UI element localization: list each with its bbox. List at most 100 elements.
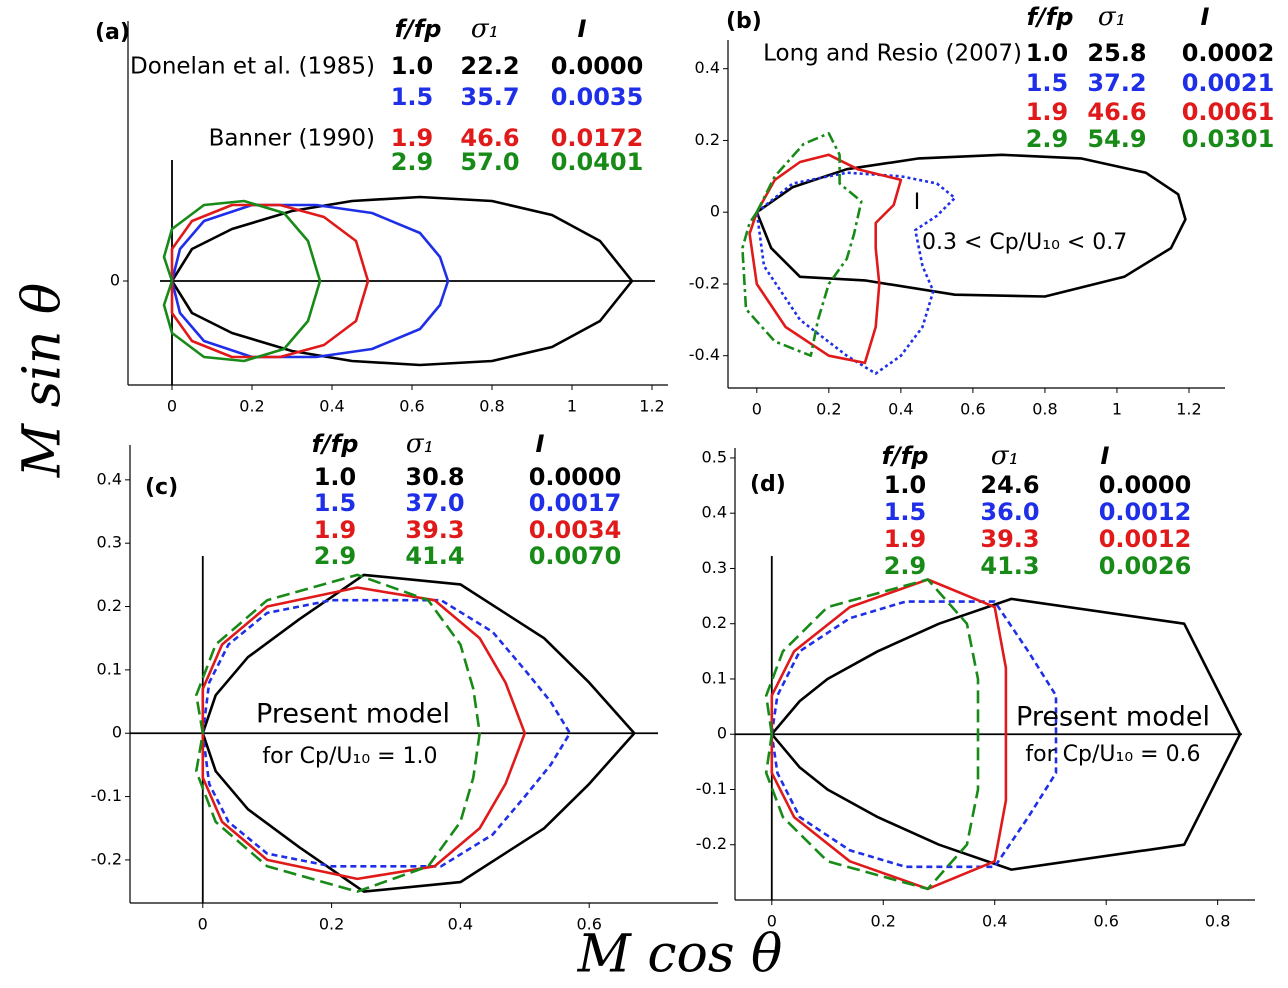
- legend-value: 2.9: [1026, 125, 1069, 153]
- legend-value: 0.0000: [1099, 471, 1192, 499]
- x-tick-label: 0.6: [960, 400, 985, 419]
- x-tick-label: 0.8: [479, 397, 504, 416]
- legend-header: f/fp: [1027, 3, 1074, 31]
- series-line: [770, 578, 1008, 891]
- annotation: I: [914, 190, 921, 215]
- series-line: [748, 153, 903, 365]
- x-tick-label: 0.4: [319, 397, 344, 416]
- y-axis-label: M sin θ: [13, 283, 73, 478]
- legend-value: 0.0021: [1182, 69, 1275, 97]
- series-line: [741, 132, 863, 357]
- series-line: [162, 199, 322, 363]
- y-tick-label: -0.4: [689, 345, 720, 364]
- legend-value: 30.8: [405, 463, 464, 491]
- x-tick-label: 0: [767, 912, 777, 931]
- y-tick-label: -0.1: [696, 779, 727, 798]
- legend-value: 1.5: [391, 83, 434, 111]
- series-line: [770, 597, 1242, 871]
- legend-source: Long and Resio (2007): [763, 41, 1022, 67]
- series-line: [755, 153, 1187, 298]
- y-tick-label: 0: [710, 202, 720, 221]
- panel-label: (c): [145, 475, 178, 500]
- series-line: [201, 586, 527, 881]
- y-tick-label: 0: [717, 724, 727, 743]
- legend-header: f/fp: [312, 430, 359, 458]
- series-line: [170, 195, 634, 367]
- legend-header: I: [578, 15, 587, 43]
- annotation: for Cp/U₁₀ = 1.0: [262, 744, 437, 769]
- legend-header: σ₁: [471, 14, 499, 44]
- x-tick-label: 0.6: [576, 915, 601, 934]
- legend-value: 1.0: [391, 52, 434, 80]
- y-tick-label: 0: [112, 723, 122, 742]
- y-tick-label: -0.2: [91, 849, 122, 868]
- series-line: [764, 578, 980, 891]
- y-tick-label: 0: [110, 271, 120, 290]
- legend-header: f/fp: [395, 15, 442, 43]
- legend-value: 57.0: [460, 148, 519, 176]
- annotation: 0.3 < Cp/U₁₀ < 0.7: [922, 230, 1127, 255]
- legend-value: 0.0401: [551, 148, 644, 176]
- legend-value: 1.9: [884, 525, 927, 553]
- x-tick-label: 0.2: [871, 912, 896, 931]
- legend-value: 1.9: [1026, 98, 1069, 126]
- panel-label: (b): [726, 9, 762, 34]
- legend-value: 2.9: [314, 542, 357, 570]
- legend-value: 1.9: [391, 124, 434, 152]
- y-tick-label: -0.2: [689, 273, 720, 292]
- x-tick-label: 0.4: [982, 912, 1007, 931]
- y-tick-label: 0.2: [702, 613, 727, 632]
- legend-value: 0.0035: [551, 83, 644, 111]
- legend-header: f/fp: [882, 442, 929, 470]
- legend-value: 2.9: [884, 552, 927, 580]
- legend-value: 0.0034: [529, 516, 622, 544]
- y-tick-label: 0.3: [702, 558, 727, 577]
- legend-value: 0.0002: [1182, 39, 1275, 67]
- legend-value: 25.8: [1087, 39, 1146, 67]
- x-tick-label: 0: [167, 397, 177, 416]
- series-line: [170, 203, 450, 359]
- legend-value: 37.0: [405, 489, 464, 517]
- legend-value: 35.7: [460, 83, 519, 111]
- x-tick-label: 1.2: [639, 397, 664, 416]
- y-tick-label: 0.1: [97, 659, 122, 678]
- y-tick-label: 0.1: [702, 668, 727, 687]
- x-tick-label: 0.4: [448, 915, 473, 934]
- series-line: [201, 598, 572, 868]
- x-tick-label: 1.2: [1176, 400, 1201, 419]
- legend-value: 41.4: [405, 542, 464, 570]
- legend-header: I: [1101, 442, 1110, 470]
- legend-value: 0.0070: [529, 542, 622, 570]
- legend-value: 46.6: [1087, 98, 1146, 126]
- legend-value: 1.5: [314, 489, 357, 517]
- y-tick-label: 0.3: [97, 533, 122, 552]
- series-line: [201, 573, 636, 893]
- x-tick-label: 1: [1112, 400, 1122, 419]
- x-axis-label: M cos θ: [577, 925, 783, 985]
- legend-value: 0.0000: [529, 463, 622, 491]
- y-tick-label: -0.2: [696, 834, 727, 853]
- legend-value: 36.0: [980, 498, 1039, 526]
- legend-value: 22.2: [460, 52, 519, 80]
- legend-value: 0.0012: [1099, 525, 1192, 553]
- series-line: [755, 171, 957, 375]
- y-tick-label: 0.2: [97, 596, 122, 615]
- annotation: for Cp/U₁₀ = 0.6: [1025, 742, 1200, 767]
- legend-value: 1.0: [1026, 39, 1069, 67]
- panel-label: (a): [95, 20, 130, 45]
- legend-value: 0.0061: [1182, 98, 1275, 126]
- series-line: [770, 600, 1058, 869]
- legend-value: 39.3: [980, 525, 1039, 553]
- legend-value: 1.5: [884, 498, 927, 526]
- legend-header: σ₁: [406, 429, 434, 459]
- legend-value: 0.0012: [1099, 498, 1192, 526]
- x-tick-label: 0: [752, 400, 762, 419]
- x-tick-label: 0.2: [239, 397, 264, 416]
- legend-value: 0.0026: [1099, 552, 1192, 580]
- legend-header: σ₁: [1098, 2, 1126, 32]
- legend-source: Donelan et al. (1985): [130, 54, 375, 80]
- x-tick-label: 0.6: [399, 397, 424, 416]
- legend-value: 24.6: [980, 471, 1039, 499]
- legend-source: Banner (1990): [209, 126, 375, 152]
